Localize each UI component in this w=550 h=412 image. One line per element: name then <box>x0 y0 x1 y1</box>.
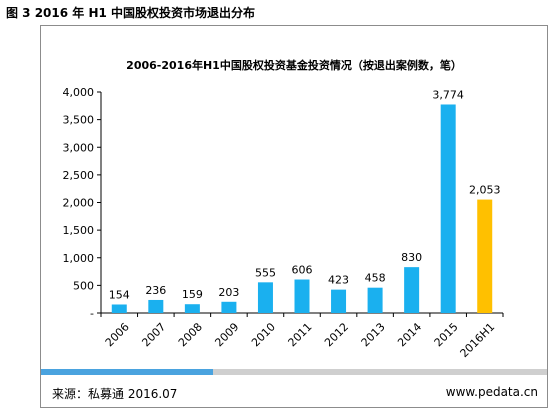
y-tick-label: 3,500 <box>63 114 95 127</box>
data-label: 159 <box>182 288 203 301</box>
data-label: 458 <box>365 272 386 285</box>
bar <box>404 267 420 313</box>
x-tick-label: 2013 <box>359 320 388 349</box>
bar <box>184 304 200 313</box>
data-label: 423 <box>328 274 349 287</box>
x-tick-label: 2006 <box>103 320 132 349</box>
bar <box>111 304 127 313</box>
data-label: 606 <box>292 264 313 277</box>
x-tick-label: 2015 <box>432 320 461 349</box>
data-label: 2,053 <box>469 184 501 197</box>
data-label: 3,774 <box>432 88 464 101</box>
data-label: 555 <box>255 266 276 279</box>
x-tick-label: 2014 <box>395 320 424 349</box>
x-tick-label: 2016H1 <box>458 320 498 360</box>
y-tick-label: - <box>90 307 94 320</box>
y-tick-label: 2,500 <box>63 169 95 182</box>
y-tick-label: 1,500 <box>63 224 95 237</box>
y-tick-label: 500 <box>73 279 94 292</box>
bar <box>257 282 273 313</box>
x-tick-label: 2007 <box>139 320 168 349</box>
bar <box>440 104 456 313</box>
data-label: 236 <box>145 284 166 297</box>
data-label: 154 <box>109 288 130 301</box>
figure-caption: 图 3 2016 年 H1 中国股权投资市场退出分布 <box>6 6 256 20</box>
y-tick-label: 1,000 <box>63 252 95 265</box>
bar <box>367 287 383 313</box>
chart-panel <box>40 25 548 408</box>
footer-source: 来源：私募通 2016.07 <box>52 387 178 401</box>
bar <box>477 199 493 313</box>
x-tick-label: 2011 <box>286 320 315 349</box>
data-label: 830 <box>401 251 422 264</box>
progress-track <box>41 369 547 375</box>
bar <box>148 299 164 313</box>
x-tick-label: 2008 <box>176 320 205 349</box>
data-label: 203 <box>218 286 239 299</box>
bar <box>331 289 347 313</box>
bar <box>294 279 310 313</box>
x-tick-label: 2009 <box>212 320 241 349</box>
bar <box>221 301 237 313</box>
footer-url[interactable]: www.pedata.cn <box>445 385 538 399</box>
y-tick-label: 2,000 <box>63 197 95 210</box>
y-tick-label: 4,000 <box>63 86 95 99</box>
chart-title: 2006-2016年H1中国股权投资基金投资情况（按退出案例数，笔） <box>126 59 462 72</box>
progress-fill <box>41 369 214 375</box>
x-tick-label: 2010 <box>249 320 278 349</box>
y-tick-label: 3,000 <box>63 141 95 154</box>
x-tick-label: 2012 <box>322 320 351 349</box>
